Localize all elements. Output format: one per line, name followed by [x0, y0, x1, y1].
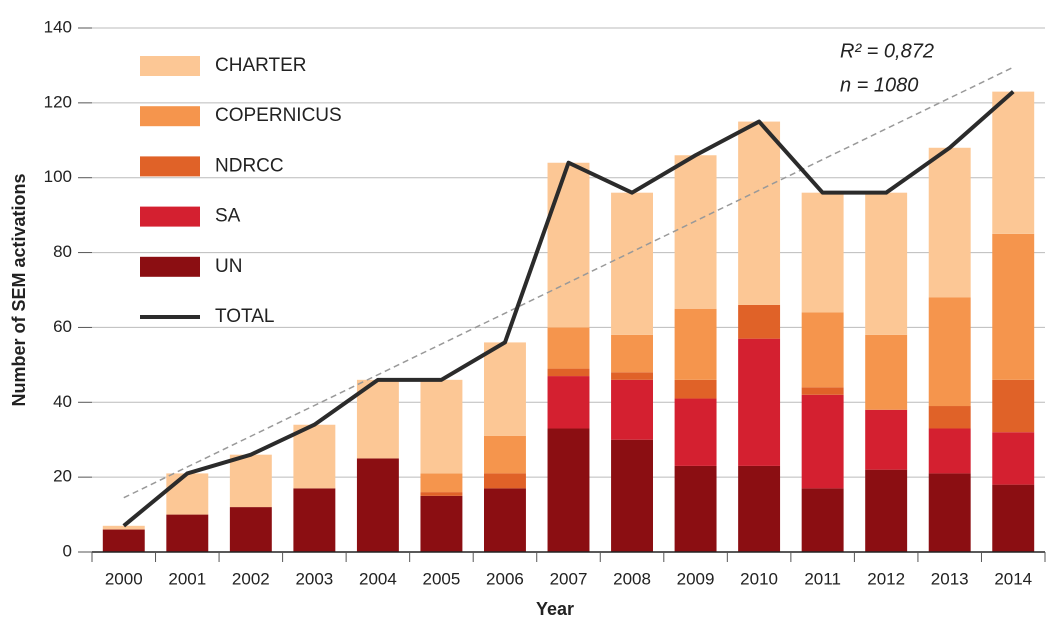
bar-segment — [928, 147, 971, 298]
bar-segment — [166, 473, 209, 515]
bar-segment — [674, 379, 717, 399]
bar-segment — [547, 162, 590, 328]
bar-segment — [484, 342, 526, 436]
x-tick-label: 2000 — [105, 569, 143, 588]
bar-segment — [738, 338, 781, 466]
x-tick-label: 2001 — [168, 569, 206, 588]
y-tick-label: 40 — [53, 392, 72, 411]
bar-segment — [928, 428, 971, 474]
bar-segment — [611, 372, 653, 380]
legend-label: CHARTER — [215, 55, 307, 76]
bar-segment — [801, 387, 844, 395]
bar-segment — [865, 469, 908, 552]
bar-segment — [484, 435, 526, 474]
bar-segment — [611, 192, 653, 335]
legend-swatch — [140, 156, 200, 177]
y-tick-label: 120 — [44, 92, 72, 111]
legend-swatch — [140, 206, 200, 227]
bar-segment — [420, 495, 463, 552]
legend-swatch — [140, 56, 200, 76]
y-tick-label: 80 — [53, 242, 72, 261]
legend-swatch — [140, 256, 200, 277]
y-tick-label: 20 — [53, 467, 72, 486]
bar-segment — [420, 492, 463, 496]
bar-segment — [229, 454, 272, 508]
bar-segment — [674, 308, 717, 380]
bar-segment — [992, 379, 1035, 433]
x-tick-label: 2006 — [486, 569, 524, 588]
bar-segment — [928, 297, 971, 407]
bar-segment — [356, 458, 399, 552]
bar-segment — [928, 473, 971, 552]
x-tick-label: 2002 — [232, 569, 270, 588]
x-tick-label: 2005 — [423, 569, 461, 588]
bar-segment — [420, 379, 463, 474]
bar-segment — [547, 368, 590, 377]
y-tick-label: 140 — [44, 17, 72, 36]
x-tick-label: 2003 — [295, 569, 333, 588]
bar-segment — [801, 488, 844, 552]
x-axis-label: Year — [536, 599, 574, 619]
x-tick-label: 2004 — [359, 569, 397, 588]
legend-label: NDRCC — [215, 155, 284, 176]
x-tick-label: 2011 — [804, 569, 841, 588]
bar-segment — [865, 409, 908, 470]
bar-segment — [674, 398, 717, 466]
x-tick-label: 2008 — [613, 569, 651, 588]
bar-segment — [102, 529, 145, 552]
bar-segment — [547, 327, 590, 369]
annotation: R² = 0,872 — [840, 40, 934, 62]
x-tick-label: 2010 — [740, 569, 778, 588]
bar-segment — [484, 488, 526, 552]
bar-segment — [928, 406, 971, 429]
x-tick-label: 2014 — [994, 569, 1032, 588]
bar-segment — [547, 428, 590, 552]
bar-segment — [801, 312, 844, 388]
bar-segment — [738, 465, 781, 552]
x-tick-label: 2013 — [931, 569, 969, 588]
annotation: n = 1080 — [840, 74, 918, 96]
bar-segment — [674, 155, 717, 309]
bar-segment — [229, 507, 272, 552]
bar-segment — [611, 379, 653, 440]
bar-segment — [356, 379, 399, 459]
y-tick-label: 100 — [44, 167, 72, 186]
legend-label: TOTAL — [215, 306, 274, 327]
bar-segment — [992, 233, 1035, 380]
bar-segment — [484, 473, 526, 489]
bar-segment — [674, 465, 717, 552]
bar-segment — [992, 91, 1035, 234]
bar-segment — [166, 514, 209, 552]
bar-segment — [547, 376, 590, 429]
legend-swatch — [140, 106, 200, 127]
bar-segment — [738, 121, 781, 305]
bar-segment — [865, 334, 908, 410]
x-tick-label: 2009 — [677, 569, 715, 588]
legend-label: SA — [215, 206, 241, 227]
x-tick-label: 2012 — [867, 569, 905, 588]
legend-label: COPERNICUS — [215, 105, 342, 126]
y-axis-label: Number of SEM activations — [9, 173, 29, 406]
bar-segment — [801, 394, 844, 489]
bar-segment — [293, 424, 336, 489]
y-tick-label: 60 — [53, 317, 72, 336]
trendline — [123, 66, 1014, 499]
bar-segment — [738, 304, 781, 339]
bar-segment — [992, 484, 1035, 552]
bar-segment — [420, 473, 463, 493]
bar-segment — [992, 432, 1035, 485]
bar-segment — [801, 192, 844, 313]
total-line — [122, 90, 1015, 528]
bar-segment — [611, 439, 653, 552]
bar-segment — [865, 192, 908, 335]
x-tick-label: 2007 — [550, 569, 588, 588]
y-tick-label: 0 — [63, 541, 72, 560]
bar-segment — [102, 525, 145, 530]
bar-segment — [293, 488, 336, 552]
bar-segment — [611, 334, 653, 373]
legend-label: UN — [215, 256, 242, 277]
